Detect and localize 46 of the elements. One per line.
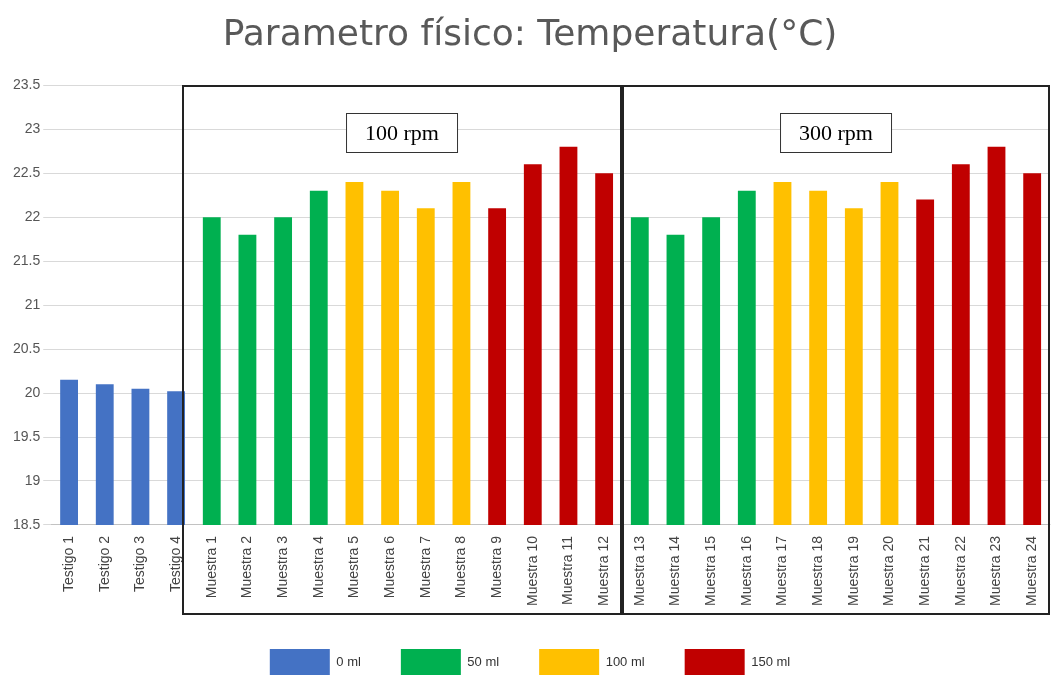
x-tick-label: Muestra 1 [202,535,219,599]
x-tick-label: Muestra 8 [452,535,469,599]
x-tick-label: Testigo 2 [95,535,112,593]
x-tick-label: Muestra 13 [630,535,647,607]
legend-label: 100 ml [605,653,645,669]
x-tick-label: Testigo 3 [131,535,148,593]
annotation: 300 rpm [779,113,892,154]
x-tick-label: Muestra 5 [345,535,362,599]
y-tick-label: 20.5 [13,339,41,356]
x-tick-label: Testigo 4 [166,535,183,593]
x-tick-label: Muestra 20 [880,535,897,607]
x-tick-label: Muestra 22 [951,535,968,607]
x-tick-label: Muestra 15 [702,535,718,607]
x-tick-label: Muestra 12 [594,535,611,607]
x-tick-label: Muestra 7 [416,535,433,599]
y-tick-label: 23 [24,120,41,137]
y-tick-label: 20 [24,383,41,400]
y-tick-label: 22 [24,207,41,224]
y-tick-label: 22.5 [13,164,41,181]
x-tick-label: Muestra 10 [523,535,540,607]
y-tick-label: 19 [24,471,41,488]
chart-title: Parametro físico: Temperatura(°C) [222,11,838,53]
legend-label: 50 ml [467,653,500,669]
x-tick-label: Muestra 9 [487,535,504,599]
x-tick-label: Muestra 17 [773,535,790,607]
y-tick-label: 21 [24,295,41,312]
x-tick-label: Muestra 18 [809,535,826,607]
y-tick-label: 18.5 [13,515,41,532]
x-tick-label: Muestra 11 [559,535,576,605]
y-tick-label: 19.5 [13,427,41,444]
y-tick-label: 21.5 [13,251,41,268]
legend-label: 150 ml [751,653,791,669]
x-tick-label: Muestra 4 [309,535,326,599]
x-tick-label: Muestra 23 [987,535,1004,607]
x-tick-label: Muestra 6 [380,535,397,599]
x-tick-label: Muestra 21 [916,535,933,607]
y-tick-label: 23.5 [13,76,41,93]
x-tick-label: Muestra 16 [737,535,754,607]
x-tick-label: Muestra 2 [238,535,255,599]
x-tick-label: Muestra 24 [1023,535,1040,607]
x-tick-label: Muestra 19 [844,535,861,607]
annotation: 100 rpm [345,113,458,154]
x-tick-label: Testigo 1 [59,535,76,593]
legend-label: 0 ml [336,653,361,669]
x-tick-label: Muestra 14 [666,535,683,607]
x-tick-label: Muestra 3 [273,535,290,599]
